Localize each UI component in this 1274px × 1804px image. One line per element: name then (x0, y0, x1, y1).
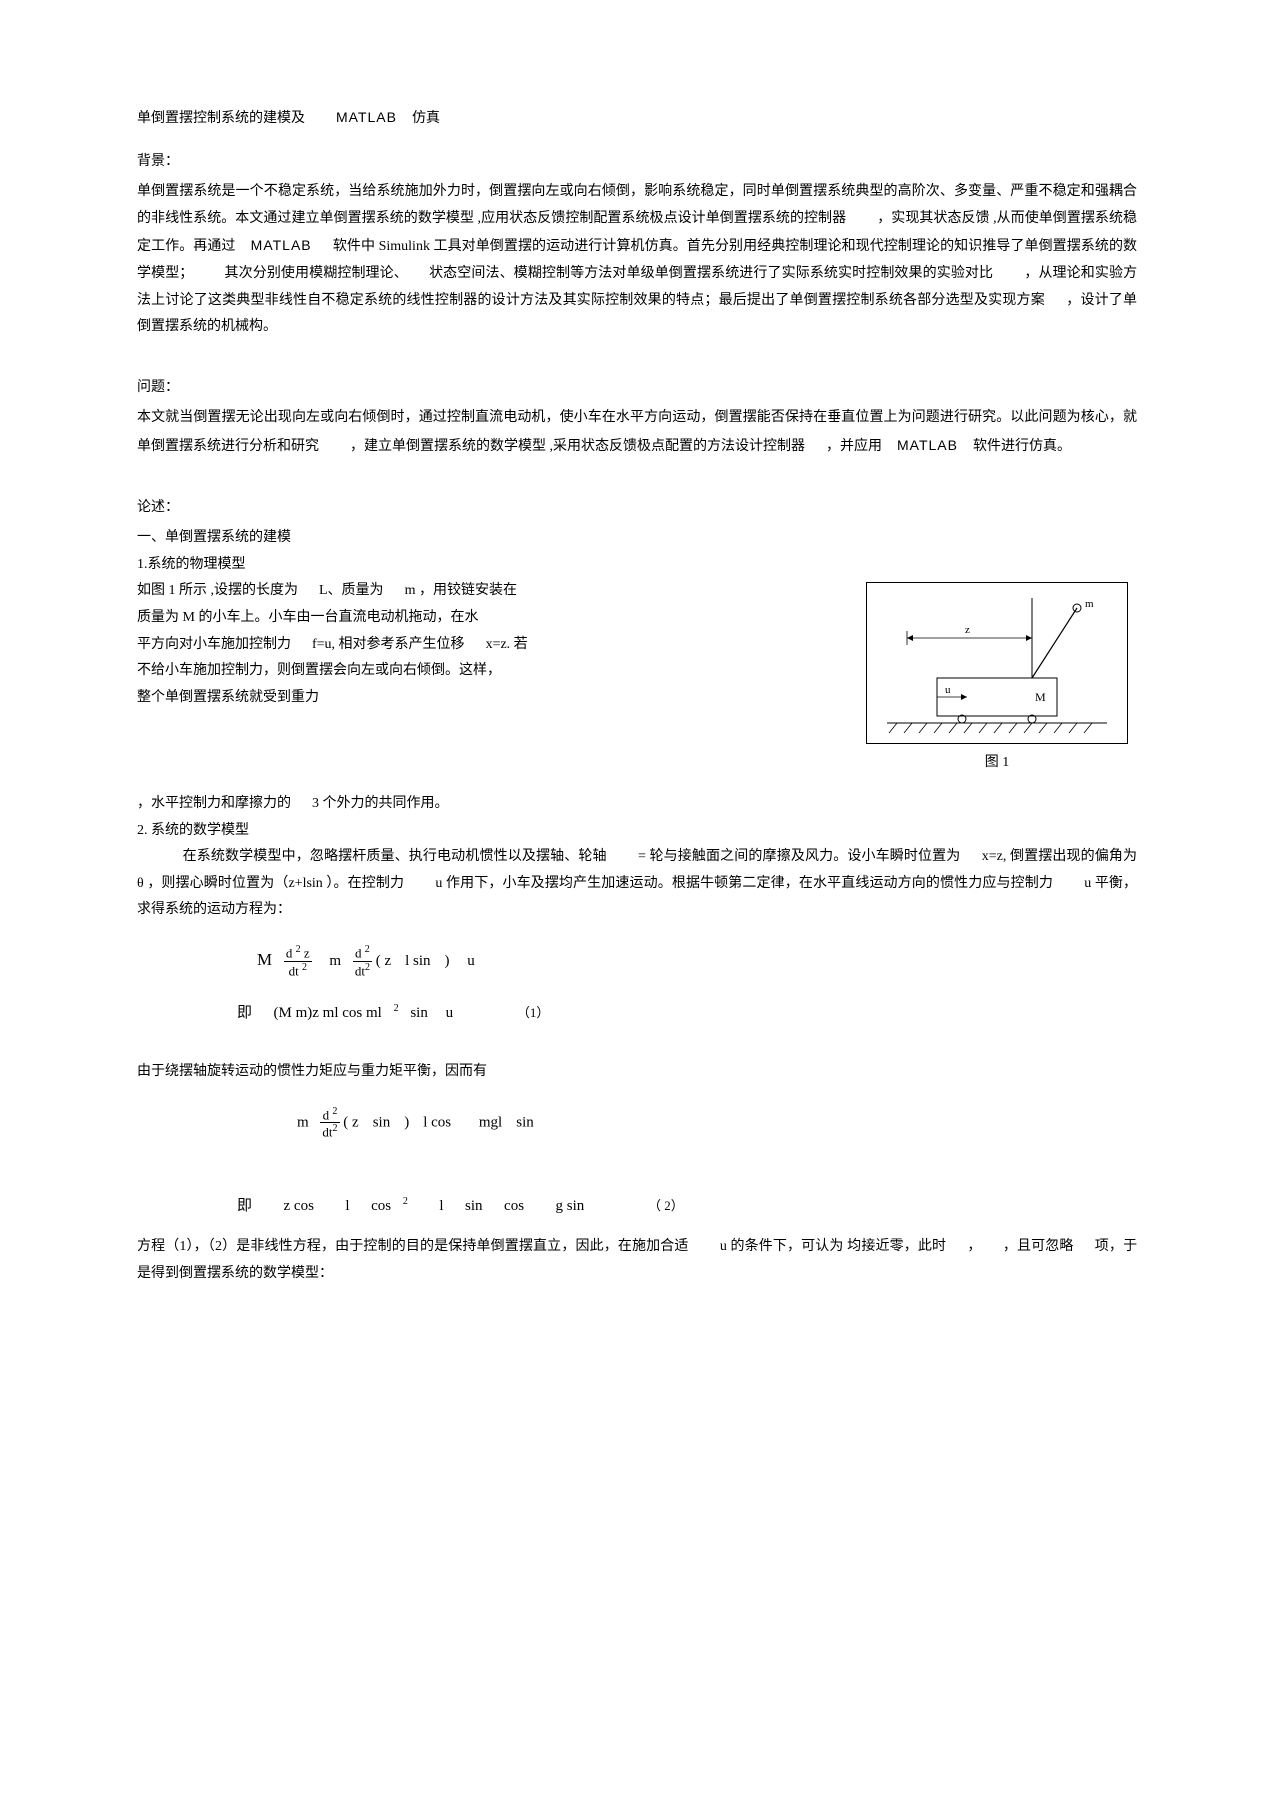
figure-1-caption: 图 1 (857, 750, 1137, 777)
background-para: 单倒置摆系统是一个不稳定系统，当给系统施加外力时，倒置摆向左或向右倾倒，影响系统… (137, 179, 1137, 341)
math-para: 在系统数学模型中，忽略摆杆质量、执行电动机惯性以及摆轴、轮轴 = 轮与接触面之间… (137, 844, 1137, 924)
phys-l1: 如图 1 所示 ,设摆的长度为 L、质量为 m ，用铰链安装在 (137, 578, 827, 605)
svg-text:u: u (945, 684, 951, 696)
heading-problem: 问题： (137, 375, 1137, 402)
heading-discuss: 论述： (137, 495, 1137, 522)
figure-svg: M u m z (867, 583, 1127, 743)
title-matlab: MATLAB (336, 109, 397, 125)
fig-label-z: z (965, 624, 970, 636)
eq1-number: （1） (517, 1001, 550, 1026)
equation-2: 即 z cos l cos 2 l sin cos g sin （ 2） (237, 1192, 1137, 1221)
equation-main: M d 2 zdt 2 m d 2dt2 ( zl sin) u (257, 944, 1137, 979)
phys-l5: 整个单倒置摆系统就受到重力 (137, 685, 827, 712)
eq2-number: （ 2） (648, 1194, 684, 1219)
equation-moment: m d 2dt2 ( zsin)l cos mglsin (297, 1106, 1137, 1140)
title-suffix: 仿真 (412, 111, 440, 126)
figure-1: M u m z (866, 582, 1128, 744)
doc-title: 单倒置摆控制系统的建模及 MATLAB 仿真 (137, 104, 1137, 133)
sec1-1-head: 1.系统的物理模型 (137, 552, 1137, 579)
sec1-2-head: 2. 系统的数学模型 (137, 818, 1137, 845)
phys-l3: 平方向对小车施加控制力 f=u, 相对参考系产生位移 x=z. 若 (137, 632, 827, 659)
fig-label-M: M (1035, 690, 1046, 704)
heading-background: 背景： (137, 149, 1137, 176)
phys-l2: 质量为 M 的小车上。小车由一台直流电动机拖动，在水 (137, 605, 827, 632)
phys-l6: ，水平控制力和摩擦力的 3 个外力的共同作用。 (137, 791, 1137, 818)
fig-label-m: m (1085, 598, 1094, 610)
phys-l4: 不给小车施加控制力，则倒置摆会向左或向右倾倒。这样， (137, 658, 827, 685)
physical-model-row: 如图 1 所示 ,设摆的长度为 L、质量为 m ，用铰链安装在 质量为 M 的小… (137, 578, 1137, 791)
equation-1: 即 (M m)z ml cos ml 2 sin u （1） (237, 999, 1137, 1028)
tail-para: 方程（1），（2）是非线性方程，由于控制的目的是保持单倒置摆直立，因此，在施加合… (137, 1234, 1137, 1287)
sec1-head: 一、单倒置摆系统的建模 (137, 525, 1137, 552)
problem-para: 本文就当倒置摆无论出现向左或向右倾倒时，通过控制直流电动机，使小车在水平方向运动… (137, 405, 1137, 460)
title-main: 单倒置摆控制系统的建模及 (137, 111, 305, 126)
between-text: 由于绕摆轴旋转运动的惯性力矩应与重力矩平衡，因而有 (137, 1059, 1137, 1086)
